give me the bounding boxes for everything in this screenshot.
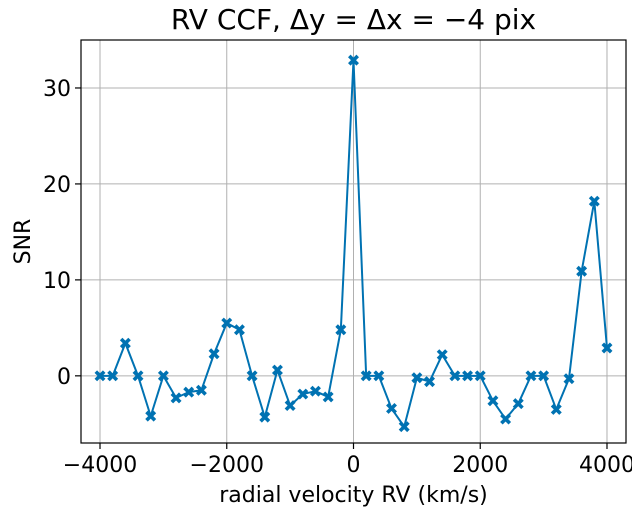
data-point xyxy=(462,370,474,382)
data-point xyxy=(297,388,309,400)
data-point xyxy=(474,370,486,382)
x-tick-label: 0 xyxy=(347,453,361,478)
data-point xyxy=(233,324,245,336)
data-point xyxy=(335,324,347,336)
data-point xyxy=(183,386,195,398)
data-point xyxy=(271,364,283,376)
data-point xyxy=(436,349,448,361)
axis-ticks: −4000 −2000 0 2000 4000 0 10 20 30 xyxy=(43,77,632,478)
data-point xyxy=(310,385,321,397)
data-point xyxy=(576,265,588,277)
x-tick-label: 2000 xyxy=(452,453,508,478)
y-tick-label: 0 xyxy=(57,365,71,390)
data-point xyxy=(360,370,372,382)
data-point xyxy=(601,342,613,354)
data-point xyxy=(221,317,233,329)
data-point xyxy=(563,373,575,385)
chart-title: RV CCF, Δy = Δx = −4 pix xyxy=(171,3,536,36)
data-point xyxy=(424,376,436,388)
data-point xyxy=(107,370,119,382)
data-point xyxy=(284,400,296,412)
y-axis-label: SNR xyxy=(11,219,36,265)
data-point xyxy=(145,410,157,422)
data-point xyxy=(411,372,423,384)
x-tick-label: −4000 xyxy=(63,453,137,478)
data-point xyxy=(550,403,562,415)
x-tick-label: −2000 xyxy=(190,453,264,478)
data-point xyxy=(512,398,524,410)
data-point xyxy=(132,370,144,382)
data-point xyxy=(157,370,169,382)
x-axis-label: radial velocity RV (km/s) xyxy=(219,483,488,508)
data-point xyxy=(94,370,106,382)
data-point xyxy=(588,195,600,207)
data-point xyxy=(373,370,385,382)
series-snr xyxy=(94,54,613,433)
data-point xyxy=(170,392,182,404)
y-tick-label: 10 xyxy=(43,269,71,294)
data-point xyxy=(398,421,410,433)
data-point xyxy=(208,348,220,360)
data-point xyxy=(487,395,499,407)
data-point xyxy=(525,370,537,382)
data-point xyxy=(386,402,397,414)
y-tick-label: 30 xyxy=(43,77,71,102)
data-point xyxy=(348,54,359,66)
data-point xyxy=(246,370,258,382)
y-tick-label: 20 xyxy=(43,173,71,198)
data-point xyxy=(500,413,512,425)
data-point xyxy=(259,411,271,423)
x-tick-label: 4000 xyxy=(579,453,632,478)
data-point xyxy=(449,370,461,382)
data-point xyxy=(538,370,550,382)
data-point xyxy=(119,337,131,349)
data-point xyxy=(322,391,334,403)
grid xyxy=(81,40,626,443)
data-point xyxy=(195,384,207,396)
